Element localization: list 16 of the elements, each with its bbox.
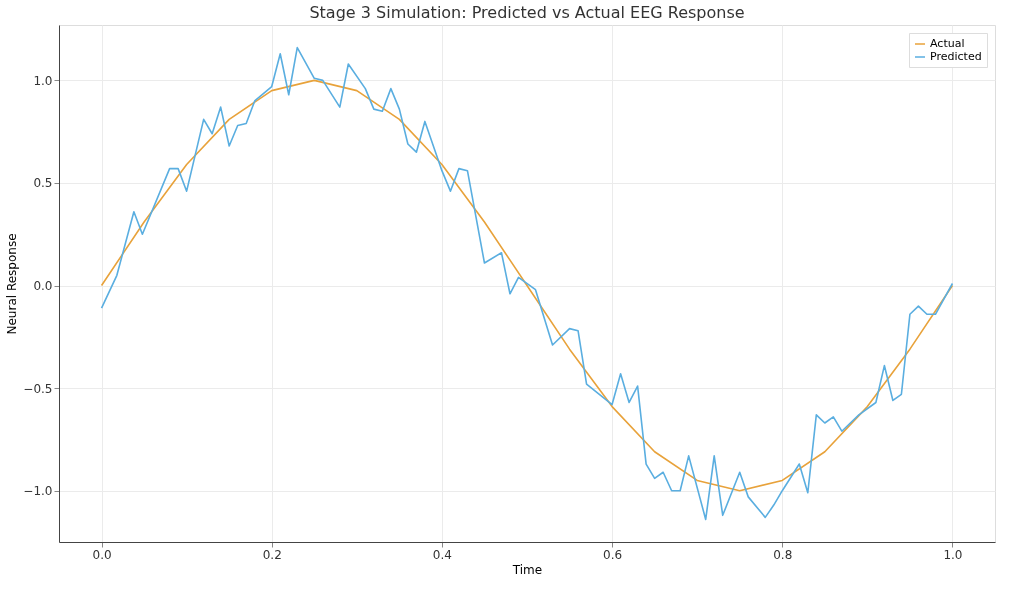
y-tick-label: 0.0 [33, 279, 53, 294]
y-tick-label: 0.5 [33, 176, 53, 191]
y-axis-title: Neural Response [5, 233, 20, 335]
x-tick-label: 0.8 [773, 547, 793, 562]
x-tick-label: 0.6 [603, 547, 623, 562]
chart-title: Stage 3 Simulation: Predicted vs Actual EEG Response [309, 3, 745, 22]
legend-label: Predicted [930, 50, 982, 63]
legend-label: Actual [930, 37, 965, 50]
x-tick-label: 0.4 [432, 547, 452, 562]
y-tick-label: −0.5 [23, 381, 53, 396]
x-tick-label: 0.2 [262, 547, 282, 562]
y-tick-label: 1.0 [33, 73, 53, 88]
x-tick-label: 0.0 [92, 547, 112, 562]
x-tick-label: 1.0 [943, 547, 963, 562]
x-axis-title: Time [511, 562, 543, 577]
y-tick-label: −1.0 [23, 484, 53, 499]
